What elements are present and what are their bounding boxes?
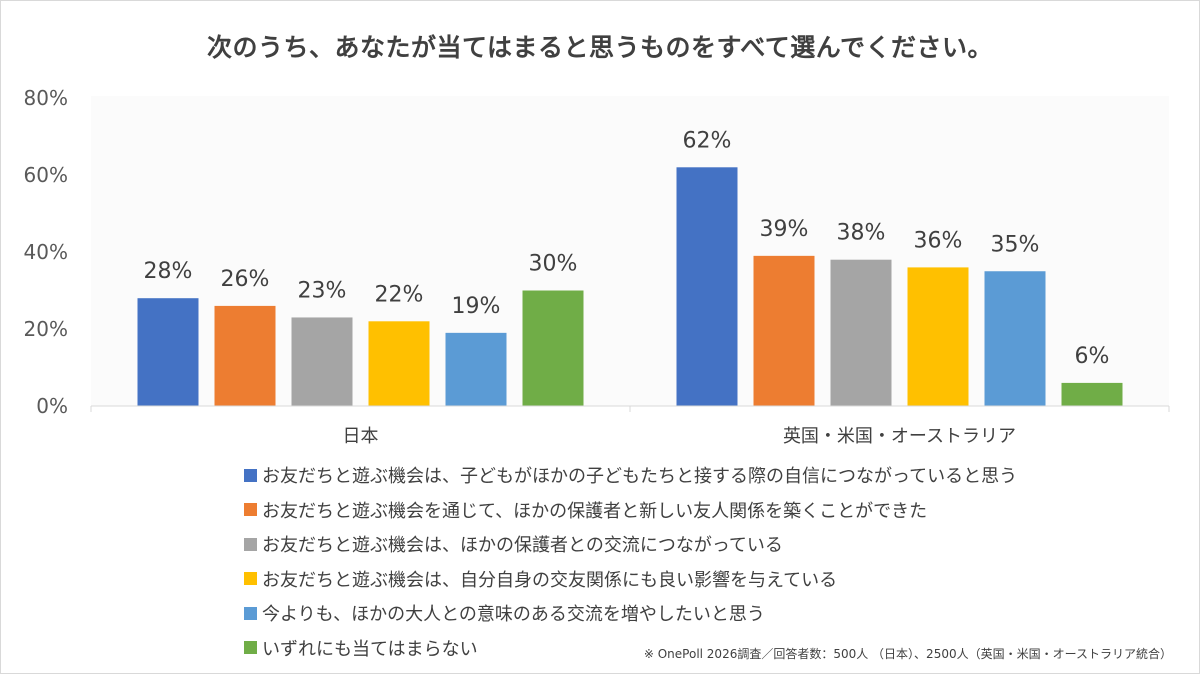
data-label: 62% bbox=[683, 128, 732, 153]
category-label: 英国・米国・オーストラリア bbox=[783, 426, 1016, 447]
data-label: 30% bbox=[529, 252, 578, 277]
y-tick-label: 40% bbox=[24, 240, 68, 264]
footnote: ※ OnePoll 2026調査／回答者数：500人 （日本）、2500人（英国… bbox=[643, 647, 1172, 661]
legend-label: お友だちと遊ぶ機会は、ほかの保護者との交流につながっている bbox=[262, 535, 783, 557]
legend-swatch bbox=[244, 606, 257, 620]
y-tick-label: 20% bbox=[24, 317, 68, 341]
legend-item: いずれにも当てはまらない bbox=[244, 631, 1017, 666]
legend-label: お友だちと遊ぶ機会を通じて、ほかの保護者と新しい友人関係を築くことができた bbox=[262, 500, 928, 522]
x-axis: 日本 英国・米国・オーストラリア bbox=[90, 405, 1170, 447]
legend-swatch bbox=[244, 503, 257, 517]
bar bbox=[522, 290, 584, 406]
data-label: 23% bbox=[298, 278, 347, 303]
data-label: 22% bbox=[375, 282, 424, 307]
legend-label: いずれにも当てはまらない bbox=[262, 638, 478, 660]
legend-label: お友だちと遊ぶ機会は、自分自身の交友関係にも良い影響を与えている bbox=[262, 569, 838, 591]
legend-item: お友だちと遊ぶ機会は、子どもがほかの子どもたちと接する際の自信につながっていると… bbox=[244, 458, 1017, 493]
bar bbox=[137, 298, 199, 406]
bar bbox=[445, 332, 507, 406]
y-axis: 0% 20% 40% 60% 80% bbox=[24, 86, 68, 418]
data-label: 35% bbox=[991, 232, 1040, 257]
chart-title: 次のうち、あなたが当てはまると思うものをすべて選んでください。 bbox=[206, 33, 993, 62]
legend-item: お友だちと遊ぶ機会は、自分自身の交友関係にも良い影響を与えている bbox=[244, 562, 1017, 597]
bars bbox=[137, 167, 1123, 406]
legend-swatch bbox=[244, 468, 257, 482]
data-labels: 28% 26% 23% 22% 19% 30% 62% 39% 38% 36% 35% 6% bbox=[144, 128, 1110, 369]
data-label: 39% bbox=[760, 217, 809, 242]
category-label: 日本 bbox=[343, 426, 379, 447]
legend-swatch bbox=[244, 537, 257, 551]
bar bbox=[830, 259, 892, 406]
legend-item: お友だちと遊ぶ機会は、ほかの保護者との交流につながっている bbox=[244, 527, 1017, 562]
legend: お友だちと遊ぶ機会は、子どもがほかの子どもたちと接する際の自信につながっていると… bbox=[244, 458, 1017, 665]
y-tick-label: 0% bbox=[36, 394, 68, 418]
data-label: 6% bbox=[1075, 344, 1110, 369]
y-tick-label: 80% bbox=[24, 86, 68, 110]
data-label: 19% bbox=[452, 294, 501, 319]
data-label: 36% bbox=[914, 228, 963, 253]
legend-swatch bbox=[244, 572, 257, 586]
legend-item: 今よりも、ほかの大人との意味のある交流を増やしたいと思う bbox=[244, 596, 1017, 631]
bar bbox=[368, 321, 430, 406]
bar bbox=[1061, 382, 1123, 406]
bar bbox=[214, 305, 276, 406]
legend-item: お友だちと遊ぶ機会を通じて、ほかの保護者と新しい友人関係を築くことができた bbox=[244, 493, 1017, 528]
bar bbox=[676, 167, 738, 406]
data-label: 38% bbox=[837, 221, 886, 246]
y-tick-label: 60% bbox=[24, 163, 68, 187]
bar bbox=[753, 255, 815, 406]
legend-swatch bbox=[244, 641, 257, 655]
legend-label: 今よりも、ほかの大人との意味のある交流を増やしたいと思う bbox=[262, 604, 765, 626]
bar bbox=[984, 271, 1046, 406]
data-label: 28% bbox=[144, 259, 193, 284]
data-label: 26% bbox=[221, 267, 270, 292]
legend-label: お友だちと遊ぶ機会は、子どもがほかの子どもたちと接する際の自信につながっていると… bbox=[262, 466, 1018, 488]
bar bbox=[907, 267, 969, 406]
bar bbox=[291, 317, 353, 406]
